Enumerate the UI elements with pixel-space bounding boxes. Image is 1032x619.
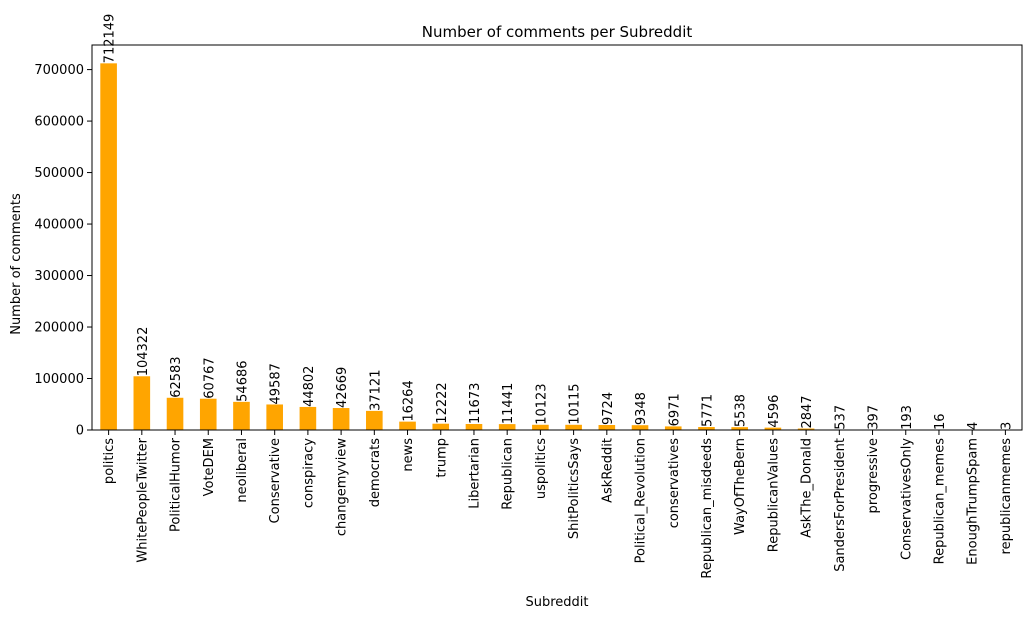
bar [631, 425, 649, 430]
bar-value-label: 12222 [435, 382, 450, 423]
chart-title: Number of comments per Subreddit [422, 23, 693, 41]
bar [698, 427, 715, 430]
bar-value-label: 16264 [402, 380, 417, 421]
bar-value-label: 9348 [634, 392, 649, 425]
x-tick-label: Conservative [268, 438, 283, 523]
x-tick-label: conservatives [667, 438, 682, 529]
x-tick-label: conspiracy [301, 438, 316, 508]
bar [399, 421, 416, 430]
bar [598, 424, 616, 430]
bar-value-label: 54686 [235, 360, 250, 401]
x-tick-label: AskReddit [600, 438, 615, 503]
bar-value-label: 49587 [269, 363, 284, 404]
bar-value-label: 10115 [568, 383, 583, 424]
y-tick-label: 100000 [34, 372, 84, 387]
x-tick-label: PoliticalHumor [169, 437, 184, 532]
bar-value-label: 5538 [734, 394, 749, 427]
bar-value-label: 397 [867, 405, 882, 430]
bar [465, 423, 483, 430]
bar [133, 376, 151, 430]
x-tick-label: Political_Revolution [634, 438, 649, 563]
x-tick-label: SandersForPresident [833, 438, 848, 572]
bar-value-label: 11441 [501, 383, 516, 424]
bar-value-label: 4596 [767, 395, 782, 428]
bar [332, 408, 350, 430]
bar-value-label: 37121 [368, 370, 383, 411]
bar-value-label: 4 [966, 422, 981, 430]
bar-value-label: 9724 [601, 392, 616, 425]
y-tick-label: 0 [76, 424, 84, 439]
bar-value-label: 6971 [667, 393, 682, 426]
x-tick-label: VoteDEM [202, 438, 217, 496]
x-tick-label: AskThe_Donald [800, 438, 815, 538]
x-axis-label: Subreddit [525, 595, 588, 610]
x-tick-label: uspolitics [534, 438, 549, 499]
x-tick-label: ShitPoliticsSays [567, 438, 582, 539]
x-axis: politics WhitePeopleTwitter PoliticalHumor… [102, 430, 1014, 579]
x-tick-label: democrats [368, 438, 383, 507]
bar [233, 401, 250, 430]
x-tick-label: progressive [866, 438, 881, 513]
bar [366, 410, 383, 430]
bar-value-label: 5771 [700, 394, 715, 427]
bar-value-label: 537 [833, 405, 848, 430]
x-tick-label: RepublicanValues [766, 438, 781, 552]
bar-value-label: 104322 [136, 327, 151, 377]
bar [100, 63, 117, 431]
bar [166, 397, 184, 430]
bar [731, 427, 748, 430]
bar-value-label: 193 [900, 405, 915, 430]
x-tick-label: ConservativesOnly [899, 438, 914, 560]
bars-group [100, 63, 1014, 431]
bar-value-label: 16 [933, 413, 948, 430]
bar [432, 423, 450, 430]
bar [266, 404, 283, 430]
bar [532, 424, 549, 430]
x-tick-label: Republican_misdeeds [700, 438, 715, 579]
bar-value-label: 42669 [335, 367, 350, 408]
y-axis-label: Number of comments [9, 193, 24, 335]
bar-value-label: 44802 [302, 366, 317, 407]
y-tick-label: 600000 [34, 115, 84, 130]
plot-frame [91, 44, 1023, 431]
y-tick-label: 700000 [34, 63, 84, 78]
bar [565, 424, 582, 430]
bar-value-label: 11673 [468, 383, 483, 424]
value-labels-group: 712149 104322 62583 60767 54686 49587 44802 426… [103, 14, 1015, 430]
x-tick-label: news [401, 438, 416, 472]
x-tick-label: Republican_memes [932, 438, 947, 565]
bar [664, 426, 682, 430]
y-tick-label: 500000 [34, 166, 84, 181]
bar [199, 398, 217, 430]
bar-value-label: 2847 [800, 395, 815, 428]
x-tick-label: neoliberal [235, 438, 250, 503]
x-tick-label: politics [102, 438, 117, 484]
x-tick-label: changemyview [335, 438, 350, 537]
y-tick-label: 200000 [34, 321, 84, 336]
y-axis: 0 100000 200000 300000 400000 500000 600000 700… [34, 63, 92, 439]
x-tick-label: WhitePeopleTwitter [135, 437, 150, 562]
x-tick-label: WayOfTheBern [733, 438, 748, 535]
y-tick-label: 400000 [34, 218, 84, 233]
x-tick-label: trump [434, 438, 449, 478]
bar [764, 427, 782, 430]
x-tick-label: Libertarian [467, 438, 482, 509]
y-tick-label: 300000 [34, 269, 84, 284]
x-tick-label: republicanmemes [999, 438, 1014, 555]
x-tick-label: EnoughTrumpSpam [966, 438, 981, 565]
x-tick-label: Republican [501, 438, 516, 510]
bar [498, 424, 516, 430]
bar [797, 428, 815, 430]
bar-value-label: 3 [999, 422, 1014, 430]
bar-value-label: 60767 [202, 357, 217, 398]
bar [299, 406, 317, 430]
bar-value-label: 10123 [534, 383, 549, 424]
bar-value-label: 712149 [103, 14, 118, 64]
bar-value-label: 62583 [169, 356, 184, 397]
